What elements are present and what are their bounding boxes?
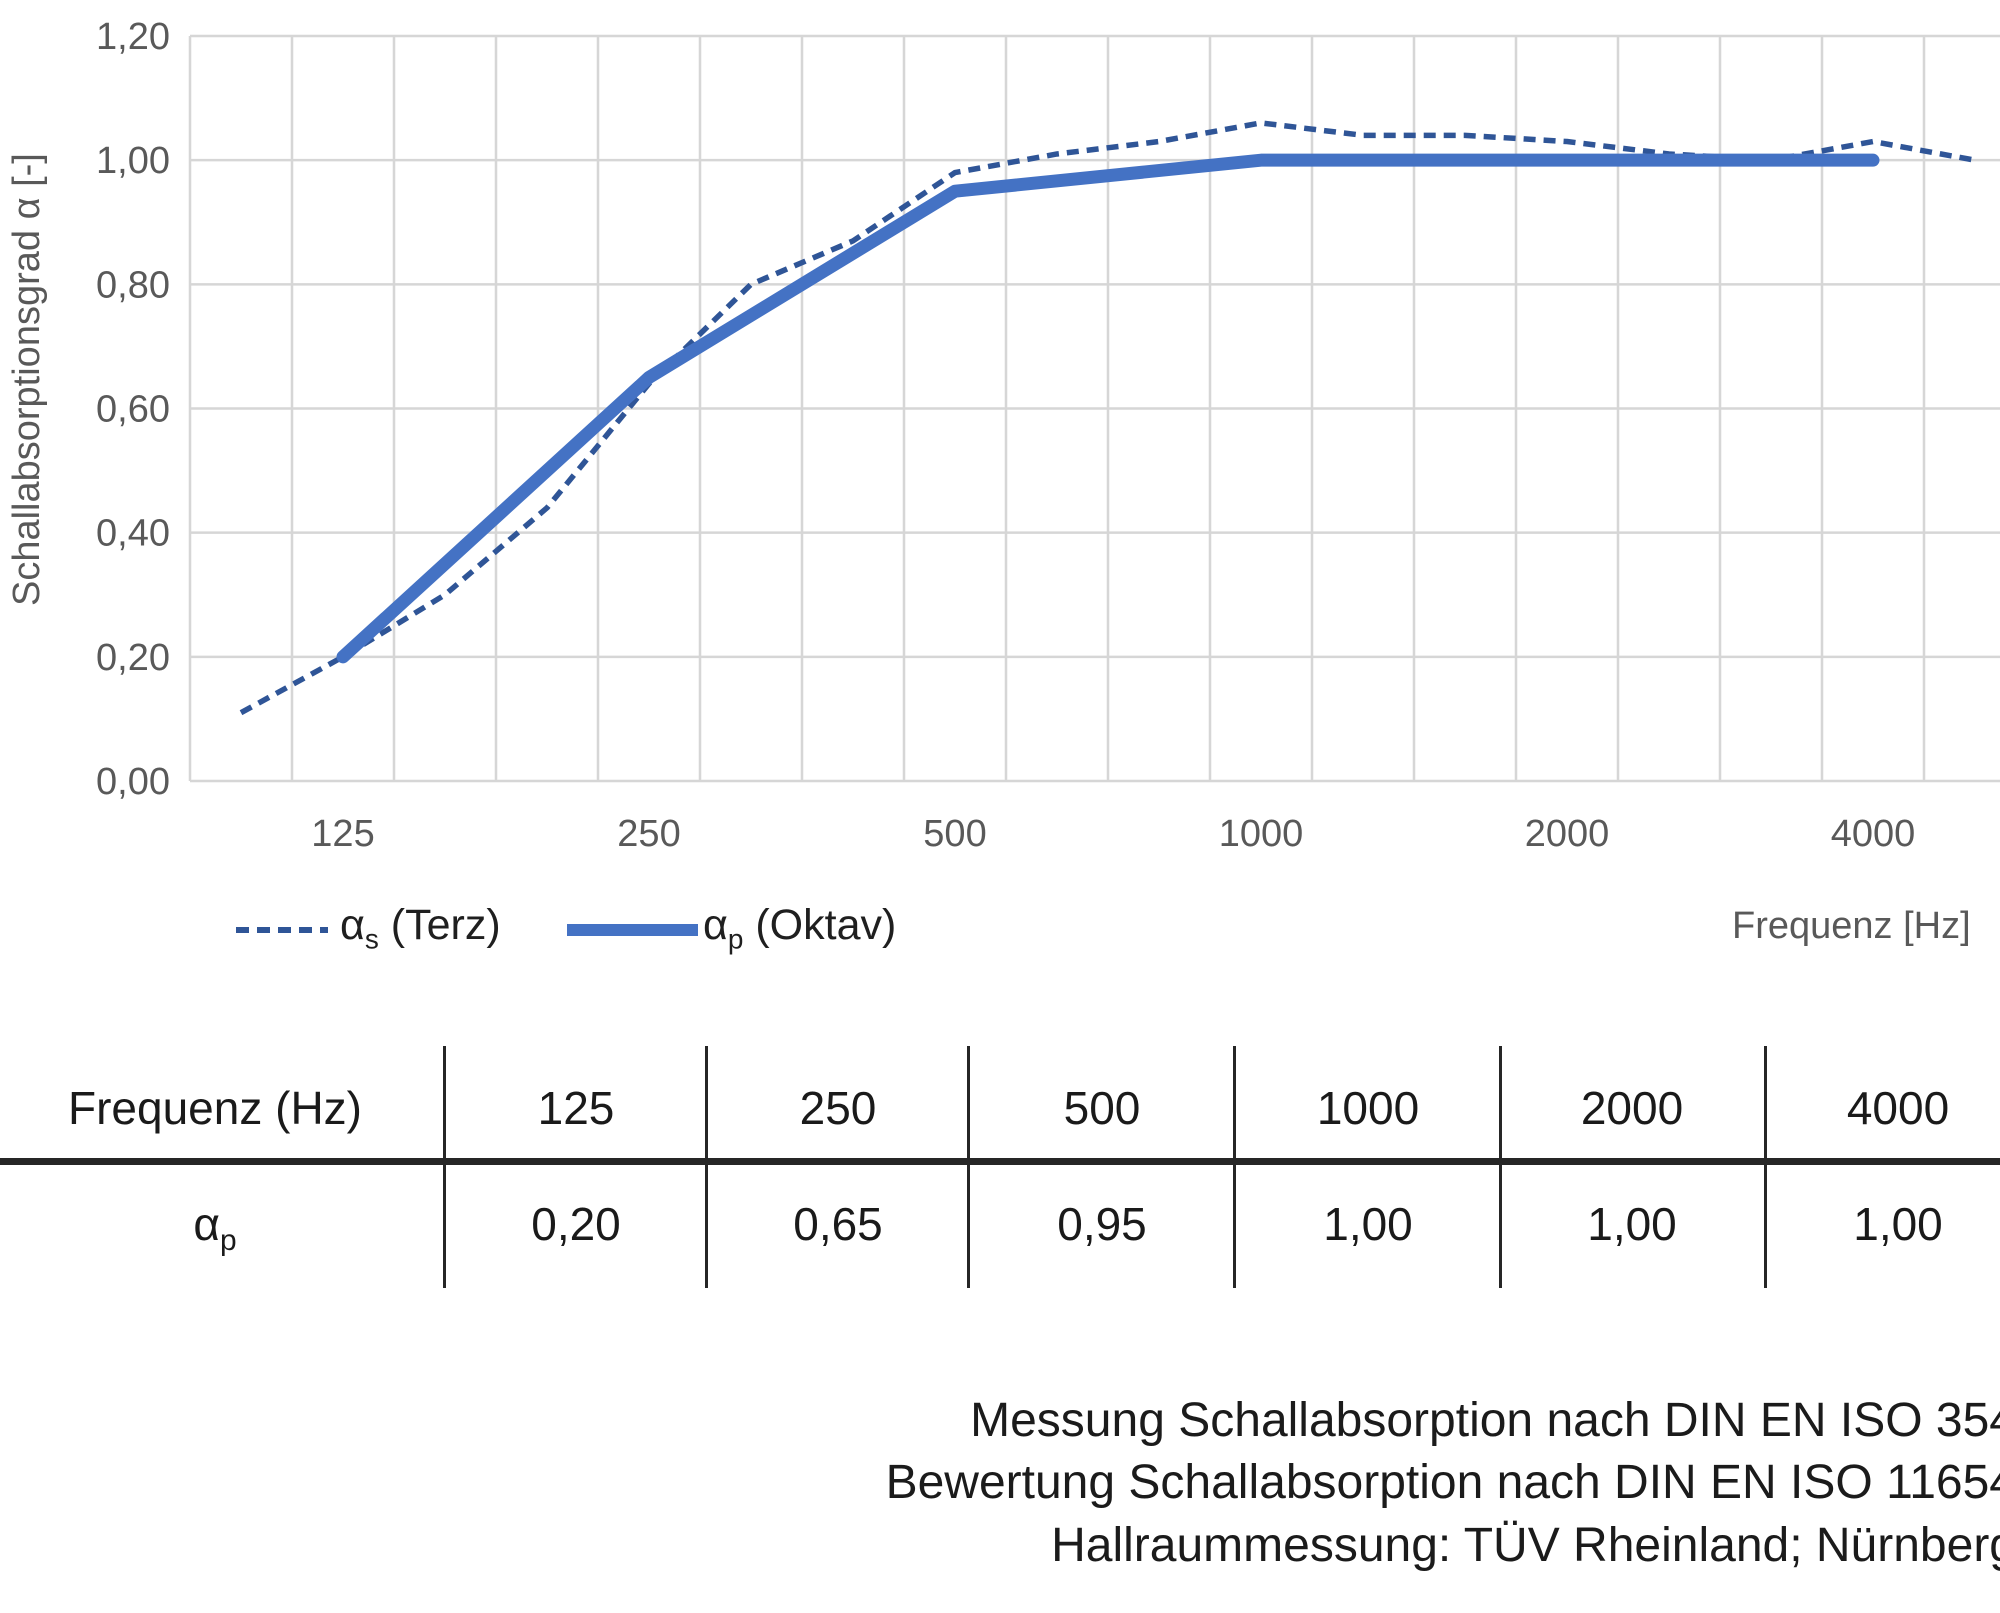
table-value-2000: 1,00 [1587, 1198, 1677, 1250]
table-column-separator [1499, 1046, 1502, 1288]
table-value-250: 0,65 [793, 1198, 883, 1250]
y-tick-label: 1,00 [96, 140, 170, 182]
table-header-frequency: Frequenz (Hz) [68, 1082, 362, 1134]
legend-alpha-subscript: p [727, 923, 744, 955]
legend-label-alpha-s-terz: αs (Terz) [340, 901, 501, 953]
table-value-4000: 1,00 [1853, 1198, 1943, 1250]
x-tick-label: 2000 [1525, 813, 1610, 855]
y-tick-label: 0,60 [96, 389, 170, 431]
x-tick-label: 250 [617, 813, 680, 855]
y-tick-label: 0,20 [96, 637, 170, 679]
y-axis-title: Schallabsorptionsgrad α [-] [6, 153, 48, 607]
table-header-250: 250 [799, 1082, 877, 1134]
table-column-separator [1764, 1046, 1767, 1288]
legend-alpha-symbol: α [340, 901, 365, 949]
table-column-separator [705, 1046, 708, 1288]
series-alpha-p-oktav-line [336, 153, 1880, 664]
legend-label-alpha-p-oktav: αp (Oktav) [703, 901, 897, 953]
x-tick-label: 1000 [1219, 813, 1304, 855]
table-value-125: 0,20 [531, 1198, 621, 1250]
x-tick-label: 4000 [1831, 813, 1916, 855]
x-tick-label: 125 [311, 813, 374, 855]
y-tick-label: 1,20 [96, 16, 170, 58]
legend-label-text: (Oktav) [743, 901, 897, 949]
legend-alpha-symbol: α [703, 901, 728, 949]
table-header-4000: 4000 [1846, 1082, 1950, 1134]
footer-note-measurement-standard: Messung Schallabsorption nach DIN EN ISO… [970, 1394, 2000, 1447]
x-axis-title: Frequenz [Hz] [1732, 905, 1971, 947]
table-column-separator [967, 1046, 970, 1288]
table-header-500: 500 [1063, 1082, 1141, 1134]
alpha-subscript: p [219, 1224, 237, 1258]
table-header-2000: 2000 [1580, 1082, 1684, 1134]
footer-note-test-lab: Hallraummessung: TÜV Rheinland; Nürnberg [1051, 1519, 2000, 1572]
x-tick-label: 500 [923, 813, 986, 855]
table-header-125: 125 [537, 1082, 615, 1134]
y-tick-label: 0,80 [96, 264, 170, 306]
table-header-1000: 1000 [1316, 1082, 1420, 1134]
table-header-divider [0, 1158, 2000, 1165]
legend-alpha-subscript: s [364, 923, 379, 955]
table-value-1000: 1,00 [1323, 1198, 1413, 1250]
alpha-symbol: α [193, 1198, 220, 1250]
absorption-line-chart: 1,20 1,00 0,80 0,60 0,40 0,20 0,00 125 250 500 100… [96, 16, 2000, 855]
legend-solid-line-swatch [567, 924, 698, 936]
table-column-separator [1233, 1046, 1236, 1288]
y-tick-label: 0,40 [96, 513, 170, 555]
table-row-label-alpha-p: αp [15, 1196, 415, 1256]
footer-note-rating-standard: Bewertung Schallabsorption nach DIN EN I… [885, 1456, 2000, 1509]
legend-label-text: (Terz) [378, 901, 501, 949]
table-column-separator [443, 1046, 446, 1288]
table-value-500: 0,95 [1057, 1198, 1147, 1250]
legend-dashed-line-swatch [236, 927, 328, 933]
y-tick-label: 0,00 [96, 761, 170, 803]
